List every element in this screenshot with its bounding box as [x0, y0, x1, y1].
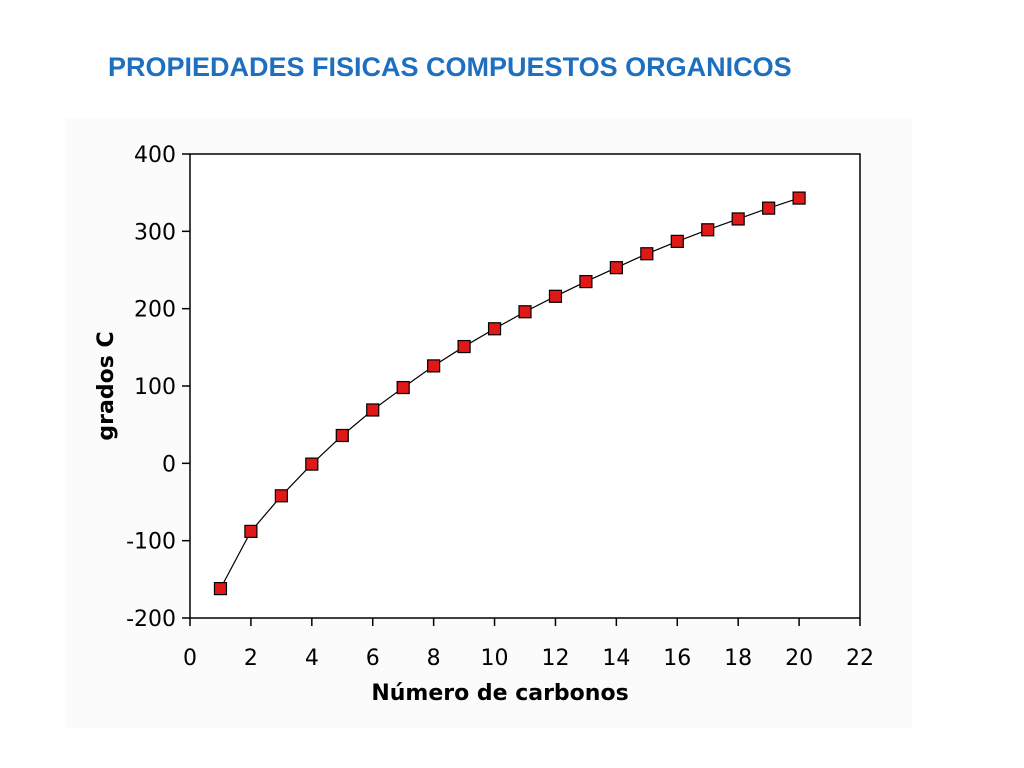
data-point	[274, 489, 288, 503]
x-tick-label: 0	[183, 646, 197, 671]
data-point	[670, 234, 684, 248]
x-tick-label: 20	[785, 646, 813, 671]
x-tick-label: 22	[846, 646, 874, 671]
y-tick-label: 400	[134, 143, 176, 168]
x-tick-label: 18	[724, 646, 752, 671]
data-point	[244, 524, 258, 538]
x-tick-label: 12	[541, 646, 569, 671]
data-point	[305, 457, 319, 471]
x-axis-label: Número de carbonos	[371, 681, 628, 706]
data-point	[701, 223, 715, 237]
data-point	[366, 403, 380, 417]
x-tick-label: 14	[602, 646, 630, 671]
y-tick-label: -200	[126, 607, 176, 632]
data-point	[213, 582, 228, 596]
x-tick-label: 16	[663, 646, 691, 671]
chart-panel: 0 2 4 6 8 10 12 14 16 18 20 22 -200 -100 0 100 200 300 400…	[65, 118, 912, 728]
data-point	[427, 359, 441, 373]
y-tick-label: 200	[134, 298, 176, 323]
y-tick-label: 300	[134, 220, 176, 245]
y-tick-label: 0	[162, 452, 176, 477]
x-tick-label: 8	[427, 646, 441, 671]
data-point	[792, 191, 806, 205]
line-chart: 0 2 4 6 8 10 12 14 16 18 20 22 -200 -100 0 100 200 300 400…	[94, 143, 874, 706]
y-tick-label: 100	[134, 375, 176, 400]
data-point	[579, 275, 593, 289]
data-point	[518, 305, 532, 319]
data-point	[731, 212, 745, 226]
data-point	[548, 289, 563, 303]
x-tick-label: 4	[305, 646, 319, 671]
data-point	[487, 322, 502, 336]
data-point	[396, 380, 410, 395]
plot-area	[189, 153, 861, 619]
data-point	[457, 339, 471, 354]
slide-title: PROPIEDADES FISICAS COMPUESTOS ORGANICOS	[108, 52, 792, 82]
x-tick-label: 10	[481, 646, 509, 671]
data-point	[640, 247, 654, 261]
axes: 0 2 4 6 8 10 12 14 16 18 20 22 -200 -100 0 100 200 300 400	[126, 143, 874, 671]
data-point	[335, 428, 349, 443]
x-tick-label: 6	[366, 646, 380, 671]
y-axis-label: grados C	[94, 331, 119, 440]
data-series	[213, 191, 806, 596]
data-point	[762, 201, 776, 215]
x-tick-label: 2	[244, 646, 258, 671]
data-point	[609, 261, 623, 275]
y-tick-label: -100	[126, 530, 176, 555]
